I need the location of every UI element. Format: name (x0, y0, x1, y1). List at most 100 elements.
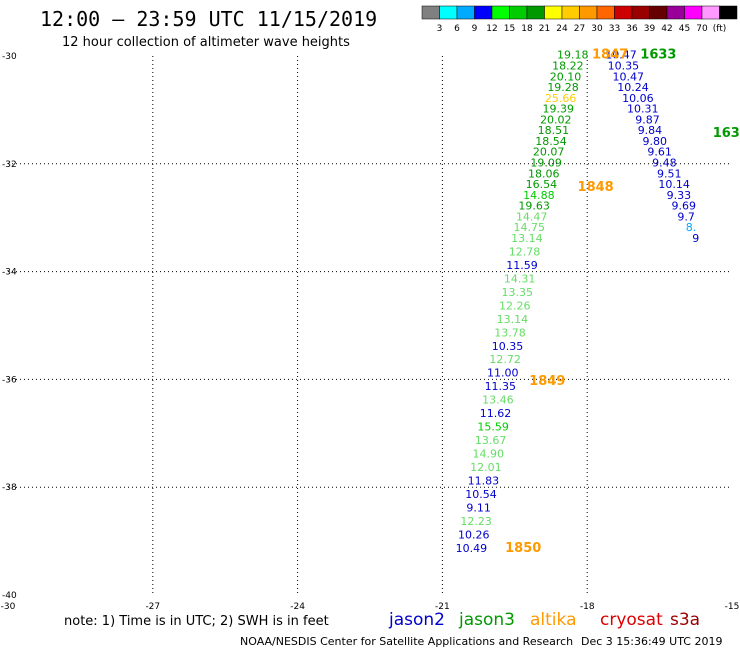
scale-swatch (684, 5, 703, 20)
wave-height-label: 16.54 (526, 178, 558, 191)
scale-swatch (526, 5, 545, 20)
scale-label: 15 (504, 24, 515, 34)
color-scale-legend: 3 6 9 12 15 18 21 24 27 30 33 36 39 42 45 70 (ft) (421, 5, 738, 34)
scale-label: 39 (644, 24, 656, 34)
scale-swatch (544, 5, 563, 20)
wave-height-label: 9.33 (667, 189, 692, 202)
wave-height-label: 9.80 (643, 135, 668, 148)
wave-height-label: 14.75 (514, 221, 546, 234)
wave-height-label: 19.28 (547, 81, 579, 94)
data-labels: 19.1818.2220.1019.2825.6619.3920.0218.51… (456, 49, 700, 555)
scale-label: 30 (591, 24, 603, 34)
y-tick-label: -32 (2, 160, 17, 170)
wave-height-label: 9.48 (652, 156, 677, 169)
wave-height-label: 9.87 (635, 113, 660, 126)
wave-height-label: 14.88 (523, 189, 555, 202)
wave-height-label: 10.49 (456, 542, 488, 555)
wave-height-label: 13.35 (501, 286, 533, 299)
wave-height-label: 11.62 (480, 407, 512, 420)
wave-height-label: 20.10 (550, 70, 582, 83)
satellite-jason3: jason3 (458, 610, 515, 630)
wave-height-label: 14.47 (516, 210, 548, 223)
wave-height-label: 18.06 (528, 167, 560, 180)
wave-height-label: 13.46 (482, 394, 514, 407)
wave-height-label: 9.7 (677, 210, 695, 223)
wave-height-label: 10.31 (627, 103, 659, 116)
wave-height-label: 8. (686, 221, 697, 234)
x-tick-label: -30 (1, 602, 16, 612)
scale-label: 70 (696, 24, 708, 34)
wave-height-label: 12.78 (509, 245, 541, 258)
wave-height-label: 20.02 (540, 113, 572, 126)
wave-height-label: 13.67 (475, 434, 507, 447)
wave-height-label: 12.26 (499, 299, 531, 312)
x-tick-label: -27 (145, 602, 160, 612)
y-tick-label: -34 (2, 268, 17, 278)
y-tick-label: -30 (2, 52, 17, 62)
chart-grid (8, 56, 732, 595)
satellite-cryosat: cryosat (600, 610, 663, 630)
x-tick-label: -24 (290, 602, 305, 612)
scale-label: 24 (556, 24, 568, 34)
scale-swatch (421, 5, 440, 20)
scale-swatch (509, 5, 528, 20)
scale-swatch (561, 5, 580, 20)
wave-height-label: 12.01 (470, 461, 502, 474)
chart-title: 12:00 – 23:59 UTC 11/15/2019 (40, 7, 377, 31)
time-label: 1848 (578, 180, 614, 195)
scale-label: 3 (437, 24, 443, 34)
wave-height-label: 10.26 (458, 528, 490, 541)
scale-swatch (439, 5, 458, 20)
wave-height-label: 18.54 (535, 135, 567, 148)
wave-height-label: 15.59 (477, 421, 509, 434)
satellite-s3a: s3a (670, 610, 700, 630)
x-tick-label: -15 (725, 602, 740, 612)
scale-label: 27 (574, 24, 585, 34)
wave-height-label: 13.78 (494, 326, 526, 339)
footer-note: note: 1) Time is in UTC; 2) SWH is in fe… (64, 614, 329, 629)
scale-swatch (474, 5, 493, 20)
wave-height-label: 11.35 (485, 380, 517, 393)
scale-label: (ft) (713, 24, 727, 34)
wave-height-label: 11.83 (468, 475, 500, 488)
scale-label: 36 (626, 24, 638, 34)
wave-height-label: 9.84 (638, 124, 663, 137)
x-tick-label: -21 (435, 602, 450, 612)
y-tick-label: -38 (2, 483, 17, 493)
scale-swatch (666, 5, 685, 20)
scale-swatch (456, 5, 475, 20)
scale-label: 42 (661, 24, 672, 34)
wave-height-label: 12.23 (460, 515, 492, 528)
satellite-legend: jason2 jason3 altika cryosat s3a (388, 610, 700, 630)
wave-height-label: 10.35 (608, 59, 640, 72)
footer-timestamp: Dec 3 15:36:49 UTC 2019 (581, 635, 722, 648)
scale-swatch (491, 5, 510, 20)
wave-height-label: 10.35 (492, 340, 524, 353)
wave-height-label: 10.14 (658, 178, 690, 191)
wave-height-label: 13.14 (511, 232, 543, 245)
wave-height-label: 13.14 (497, 313, 529, 326)
scale-swatch (614, 5, 633, 20)
time-label: 1633 (640, 48, 676, 63)
wave-height-label: 19.18 (557, 49, 589, 62)
time-label: 1847 (592, 48, 628, 63)
wave-height-label: 9 (692, 232, 699, 245)
wave-height-label: 18.22 (552, 59, 584, 72)
wave-height-label: 10.06 (622, 92, 654, 105)
wave-height-label: 11.59 (506, 259, 538, 272)
chart-axes: -30 -27 -24 -21 -18 -15 -30 -32 -34 -36 -38 -40 (1, 52, 740, 612)
x-tick-label: -18 (580, 602, 595, 612)
wave-height-label: 9.11 (466, 501, 491, 514)
scale-swatch (596, 5, 615, 20)
scale-label: 18 (521, 24, 533, 34)
scale-label: 21 (539, 24, 550, 34)
wave-height-label: 10.47 (605, 49, 637, 62)
wave-height-label: 25.66 (545, 92, 577, 105)
wave-height-label: 10.54 (465, 488, 497, 501)
y-tick-label: -36 (2, 375, 17, 385)
y-tick-label: -40 (2, 591, 17, 601)
wave-height-label: 12.72 (489, 353, 521, 366)
wave-height-label: 19.63 (518, 200, 550, 213)
wave-height-label: 14.90 (473, 448, 505, 461)
